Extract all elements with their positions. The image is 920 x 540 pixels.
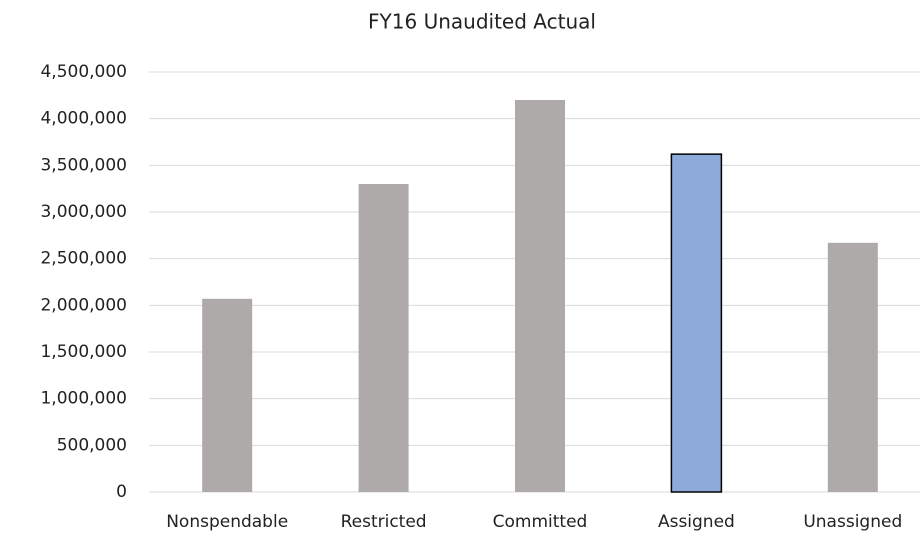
y-tick-label: 2,000,000	[40, 295, 127, 315]
y-tick-label: 1,000,000	[40, 389, 127, 409]
x-tick-label: Assigned	[658, 512, 735, 532]
y-tick-label: 3,000,000	[40, 202, 127, 222]
x-tick-label: Restricted	[341, 512, 427, 532]
y-tick-label: 4,500,000	[40, 62, 127, 82]
x-tick-label: Unassigned	[803, 512, 902, 532]
bar	[202, 298, 253, 492]
y-tick-label: 500,000	[57, 435, 127, 455]
bar	[358, 184, 409, 492]
y-tick-label: 0	[116, 482, 127, 502]
x-tick-label: Committed	[493, 512, 588, 532]
bar	[827, 242, 878, 492]
y-tick-label: 2,500,000	[40, 249, 127, 269]
x-tick-label: Nonspendable	[166, 512, 288, 532]
y-tick-label: 1,500,000	[40, 342, 127, 362]
y-tick-label: 4,000,000	[40, 109, 127, 129]
bar	[670, 153, 723, 493]
bar	[515, 100, 565, 492]
y-tick-label: 3,500,000	[40, 155, 127, 175]
chart-title: FY16 Unaudited Actual	[368, 10, 596, 34]
